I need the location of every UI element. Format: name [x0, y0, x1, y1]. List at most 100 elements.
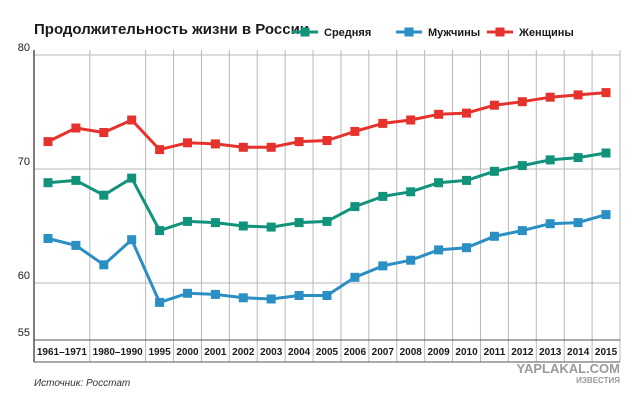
data-point — [322, 136, 332, 145]
data-point — [127, 235, 137, 245]
x-tick-label: 2014 — [567, 347, 590, 358]
series-3 — [43, 88, 611, 155]
y-tick-label: 80 — [18, 42, 30, 54]
data-point — [43, 178, 53, 188]
data-point — [99, 260, 109, 270]
y-axis: 55 60 70 80 — [18, 42, 35, 362]
grid — [33, 50, 621, 362]
data-point — [378, 191, 388, 201]
data-point — [489, 100, 499, 110]
data-point — [183, 288, 192, 298]
x-tick-label: 2004 — [288, 347, 311, 358]
x-tick-label: 1995 — [148, 347, 171, 358]
data-point — [238, 293, 248, 303]
data-point — [489, 231, 499, 241]
data-point — [43, 137, 53, 147]
data-point — [545, 219, 555, 229]
x-tick-label: 1961–1971 — [37, 347, 87, 358]
legend-label: Женщины — [518, 27, 574, 39]
x-tick-label: 2011 — [484, 347, 506, 358]
data-point — [406, 115, 416, 125]
data-point — [238, 221, 248, 231]
data-point — [517, 97, 527, 107]
data-point — [210, 139, 220, 149]
data-point — [210, 289, 220, 299]
data-point — [434, 178, 444, 188]
data-point — [350, 126, 360, 136]
data-point — [517, 226, 527, 236]
series-2 — [43, 210, 611, 307]
y-tick-label: 60 — [18, 270, 30, 282]
x-tick-label: 2002 — [232, 347, 255, 358]
data-point — [601, 210, 611, 220]
x-tick-label: 2012 — [511, 347, 534, 358]
x-tick-label: 2010 — [455, 347, 478, 358]
y-tick-label: 55 — [18, 327, 30, 339]
data-point — [99, 190, 109, 200]
legend-label: Средняя — [324, 27, 371, 39]
legend-item: Мужчины — [396, 27, 480, 39]
data-point — [489, 166, 499, 176]
data-point — [601, 88, 611, 98]
data-point — [294, 291, 304, 300]
x-tick-label: 2015 — [595, 347, 618, 358]
data-point — [517, 161, 527, 171]
data-point — [266, 142, 276, 152]
data-point — [322, 216, 332, 226]
data-point — [155, 145, 165, 155]
data-point — [462, 175, 471, 185]
x-axis: 1961–1971 1980–1990 1995 2000 2001 2002 2003 20… — [34, 339, 620, 363]
x-tick-label: 2009 — [427, 347, 450, 358]
series-layer — [43, 88, 611, 307]
x-tick-label: 2001 — [204, 347, 227, 358]
data-point — [406, 255, 416, 265]
chart-title: Продолжительность жизни в России — [34, 21, 309, 38]
data-point — [266, 222, 276, 232]
data-point — [462, 108, 471, 118]
legend-item: Средняя — [292, 27, 371, 39]
data-point — [238, 142, 248, 152]
x-tick-label: 1980–1990 — [93, 347, 143, 358]
data-point — [127, 173, 137, 183]
data-point — [573, 218, 583, 228]
legend-marker — [495, 27, 505, 37]
x-tick-label: 2006 — [344, 347, 367, 358]
data-point — [266, 294, 276, 304]
legend-label: Мужчины — [428, 27, 480, 39]
data-point — [406, 187, 416, 197]
data-point — [127, 115, 137, 125]
data-point — [322, 291, 332, 300]
data-point — [294, 137, 304, 147]
data-point — [573, 90, 583, 100]
data-point — [545, 155, 555, 165]
data-point — [183, 138, 192, 148]
x-tick-label: 2003 — [260, 347, 283, 358]
x-tick-label: 2000 — [176, 347, 199, 358]
legend: Средняя Мужчины Женщины — [292, 27, 574, 39]
data-point — [378, 118, 388, 128]
data-point — [434, 109, 444, 119]
data-point — [545, 92, 555, 102]
data-point — [378, 261, 388, 271]
data-point — [601, 148, 611, 158]
watermark-izvestia: ИЗВЕСТИЯ — [576, 376, 620, 385]
x-tick-label: 2008 — [400, 347, 423, 358]
series-1 — [43, 148, 611, 236]
legend-marker — [300, 27, 310, 37]
data-point — [462, 243, 471, 253]
source-note: Источник: Росстат — [34, 378, 130, 389]
legend-item: Женщины — [487, 27, 574, 39]
data-point — [350, 202, 360, 212]
data-point — [183, 216, 192, 226]
data-point — [71, 175, 81, 185]
data-point — [210, 218, 220, 228]
data-point — [350, 272, 360, 282]
watermark-yaplakal: YAPLAKAL.COM — [516, 361, 620, 376]
data-point — [573, 153, 583, 163]
data-point — [71, 240, 81, 250]
data-point — [155, 297, 165, 307]
data-point — [294, 218, 304, 228]
x-tick-label: 2007 — [372, 347, 395, 358]
x-tick-label: 2005 — [316, 347, 339, 358]
